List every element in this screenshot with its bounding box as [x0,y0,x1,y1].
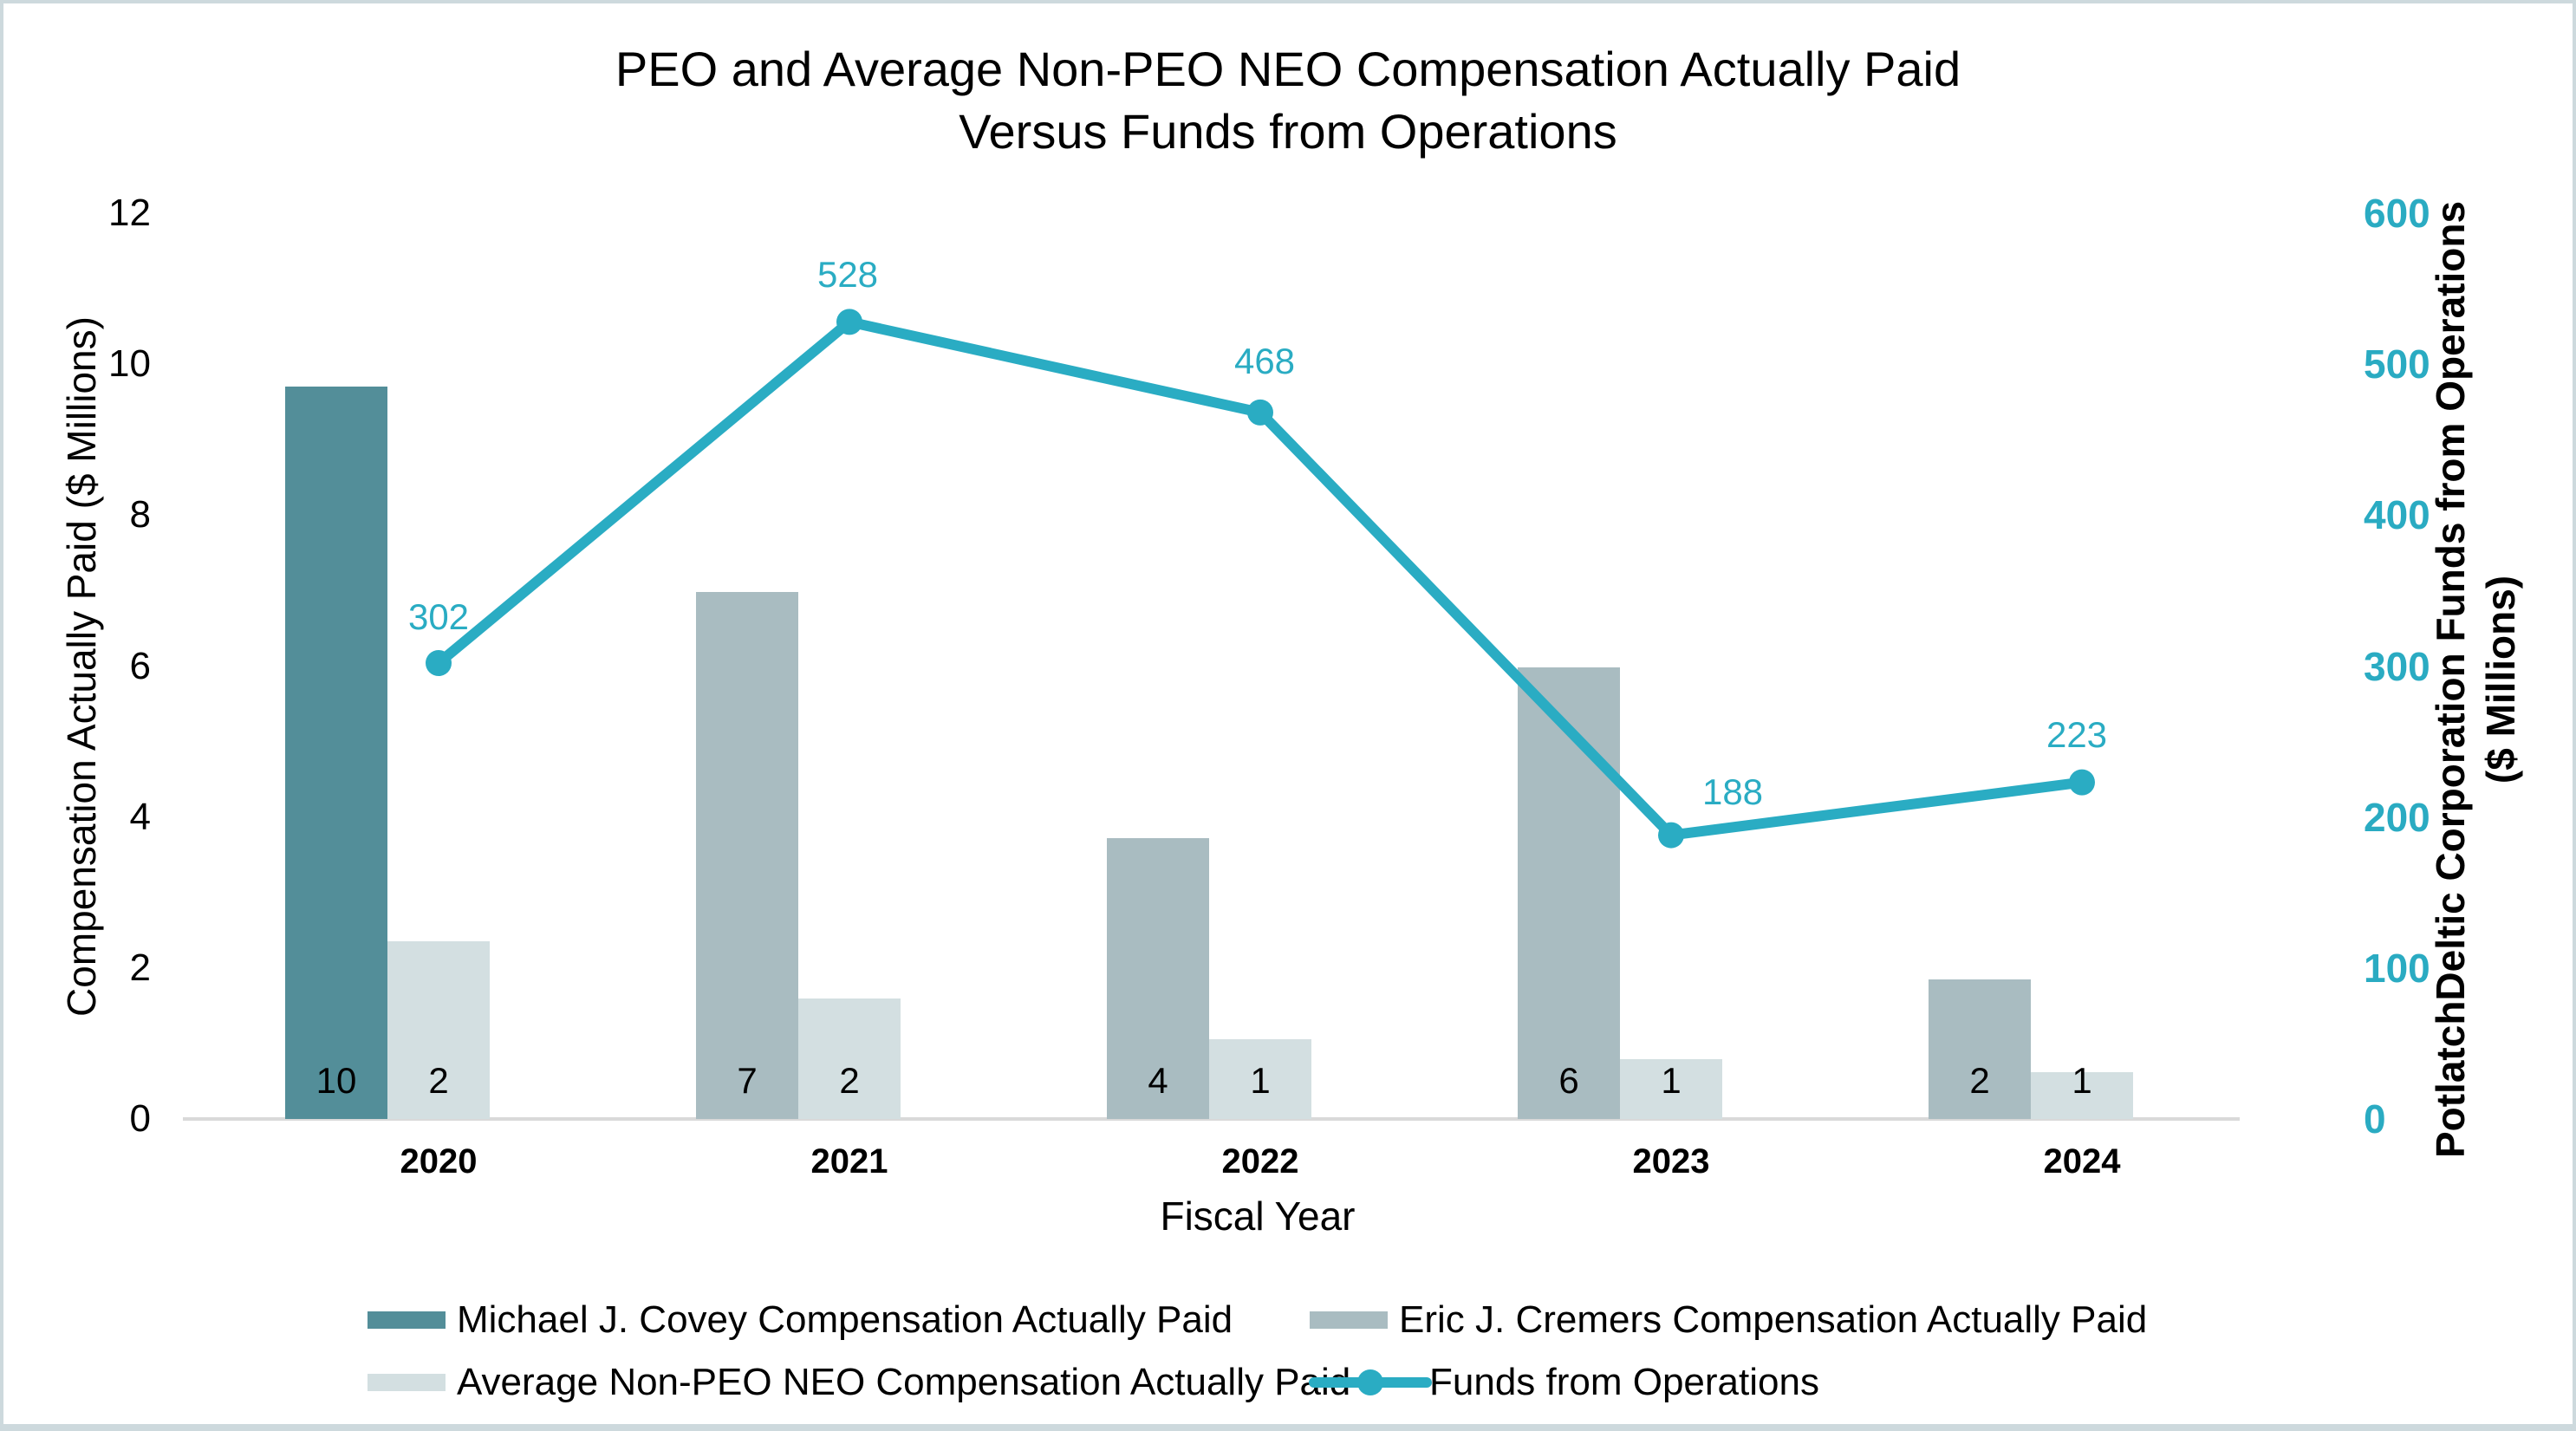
legend-swatch-3 [368,1374,446,1391]
funds-data-label-2024: 223 [2046,713,2108,755]
funds-line-point-2023 [1658,822,1684,849]
funds-data-label-2021: 528 [816,254,879,296]
right-tick-400: 400 [2364,492,2430,538]
bar-value-label-avg-non-peo-2022: 1 [1250,1060,1271,1101]
bar-avg-non-peo-2023 [1620,1059,1722,1119]
bar-value-label-avg-non-peo-2024: 1 [2072,1060,2092,1101]
right-tick-500: 500 [2364,341,2430,387]
bar-avg-non-peo-2024 [2031,1072,2133,1119]
funds-data-label-2022: 468 [1233,340,1296,381]
bar-value-label-avg-non-peo-2021: 2 [839,1060,860,1101]
left-tick-2: 2 [129,946,151,989]
chart-title-line1: PEO and Average Non-PEO NEO Compensation… [615,42,1961,96]
bar-value-label-avg-non-peo-2023: 1 [1661,1060,1682,1101]
year-label-2023: 2023 [1632,1142,1710,1181]
bar-cremers-2022 [1107,838,1209,1119]
bar-value-label-cremers-2021: 7 [737,1060,758,1101]
legend-line-marker-icon [1309,1369,1432,1395]
legend-label-3: Average Non-PEO NEO Compensation Actuall… [457,1361,1351,1403]
chart-title: PEO and Average Non-PEO NEO Compensation… [3,38,2573,163]
bar-value-label-cremers-2023: 6 [1558,1060,1579,1101]
year-label-2024: 2024 [2043,1142,2121,1181]
funds-data-label-2023: 188 [1701,771,1764,812]
funds-line-layer [426,309,2095,849]
bar-value-label-cremers-2024: 2 [1969,1060,1990,1101]
bar-cremers-2021 [696,592,798,1119]
left-tick-10: 10 [108,342,151,386]
legend-label-2: Eric J. Cremers Compensation Actually Pa… [1399,1298,2148,1341]
bar-avg-non-peo-2022 [1209,1038,1311,1119]
left-tick-8: 8 [129,493,151,537]
bar-value-label-covey-2020: 10 [315,1060,357,1101]
bar-cremers-2024 [1929,979,2031,1119]
legend-label-4: Funds from Operations [1429,1361,1819,1403]
bar-avg-non-peo-2020 [387,941,490,1119]
right-tick-200: 200 [2364,794,2430,840]
year-label-2021: 2021 [810,1142,888,1181]
bar-value-label-cremers-2022: 4 [1148,1060,1168,1101]
bar-covey-2020 [285,387,387,1119]
bar-value-label-avg-non-peo-2020: 2 [428,1060,449,1101]
left-tick-6: 6 [129,644,151,687]
right-tick-0: 0 [2364,1096,2386,1142]
funds-line-point-2022 [1247,399,1273,426]
year-label-2022: 2022 [1221,1142,1299,1181]
funds-line [433,316,2087,841]
funds-data-label-2020: 302 [407,596,470,638]
legend-swatch-1 [368,1311,446,1329]
right-tick-100: 100 [2364,945,2430,991]
legend-swatch-2 [1310,1311,1388,1329]
x-axis-baseline [183,1117,2240,1121]
funds-line-point-2020 [426,650,452,677]
funds-line-point-2024 [2069,769,2095,796]
left-tick-4: 4 [129,795,151,838]
left-tick-0: 0 [129,1097,151,1140]
chart-title-line2: Versus Funds from Operations [959,104,1617,159]
right-tick-600: 600 [2364,191,2430,236]
legend-label-1: Michael J. Covey Compensation Actually P… [457,1298,1233,1341]
funds-line-point-2021 [836,309,862,335]
bar-avg-non-peo-2021 [798,998,901,1119]
year-label-2020: 2020 [400,1142,478,1181]
right-tick-300: 300 [2364,643,2430,689]
left-tick-12: 12 [108,192,151,234]
bar-cremers-2023 [1518,667,1620,1119]
x-axis-title: Fiscal Year [1160,1194,1356,1239]
